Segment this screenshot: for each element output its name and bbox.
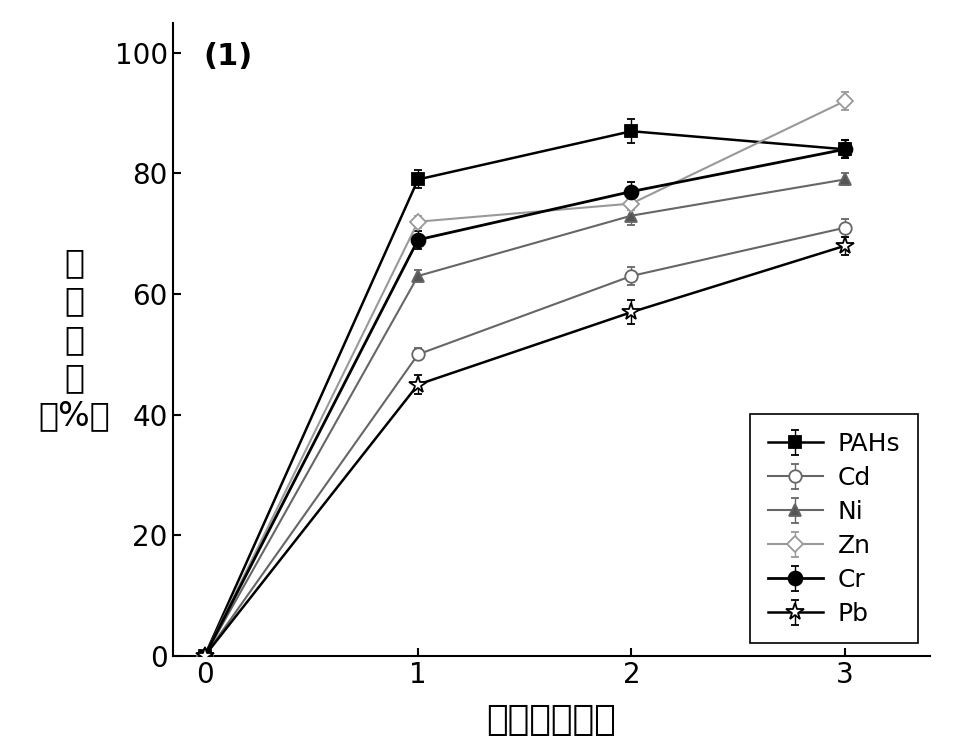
X-axis label: 连续淋洗次数: 连续淋洗次数	[486, 703, 617, 737]
Text: (1): (1)	[203, 41, 252, 71]
Text: 去
除
效
率
（%）: 去 除 效 率 （%）	[38, 247, 110, 432]
Legend: PAHs, Cd, Ni, Zn, Cr, Pb: PAHs, Cd, Ni, Zn, Cr, Pb	[750, 415, 918, 643]
